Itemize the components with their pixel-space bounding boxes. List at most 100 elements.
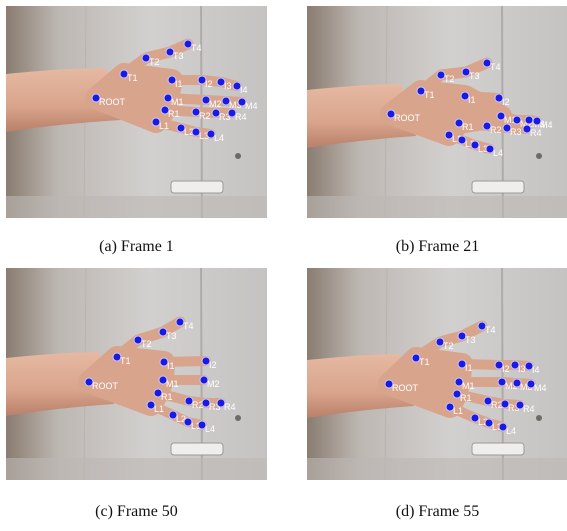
keypoint-marker <box>444 130 454 140</box>
keypoint-t3: T3 <box>158 327 177 341</box>
keypoint-marker <box>201 356 211 366</box>
frame-50-image: T4 T3 T2 T1 I1 I2 ROOT M1 M2 R1 R2 R3 R4 L1 L2 L3 L4 <box>6 268 267 480</box>
keypoint-r3: R3 <box>500 399 520 413</box>
keypoint-label: T1 <box>419 357 430 367</box>
keypoint-l1: L1 <box>146 400 164 414</box>
keypoint-label: I3 <box>224 81 232 91</box>
finger-shape <box>159 356 211 367</box>
finger-shape <box>410 320 488 364</box>
door-handle <box>170 442 224 456</box>
keypoint-marker <box>454 377 464 387</box>
keypoint-label: M1 <box>462 381 475 391</box>
keypoint-label: L3 <box>492 422 502 432</box>
keypoint-marker <box>176 123 186 133</box>
keypoint-label: T2 <box>443 341 454 351</box>
keypoint-root: ROOT <box>384 379 419 393</box>
keypoint-marker <box>91 93 101 103</box>
door-knob <box>536 415 542 421</box>
keypoint-label: I2 <box>209 360 217 370</box>
photo-svg: T4T3T2T1I1I2ROOTM1M2M3M4R1R2R3R4L1L2L3L4 <box>307 6 567 218</box>
keypoint-i2: I2 <box>201 356 217 370</box>
keypoint-marker <box>141 53 151 63</box>
keypoint-marker <box>470 413 480 423</box>
keypoint-label: T3 <box>173 51 184 61</box>
keypoint-i4: I4 <box>232 81 248 95</box>
keypoint-marker <box>515 400 525 410</box>
keypoint-t2: T2 <box>141 53 160 67</box>
forearm-shape <box>307 84 416 148</box>
finger-shape <box>111 316 186 363</box>
finger-shape <box>457 359 534 371</box>
keypoint-marker <box>496 111 506 121</box>
finger-shape <box>160 105 237 118</box>
keypoint-marker <box>184 396 194 406</box>
keypoint-i1: I1 <box>159 357 175 371</box>
keypoint-r1: R1 <box>160 105 180 119</box>
keypoint-l4: L4 <box>485 144 503 158</box>
keypoint-t1: T1 <box>112 352 131 366</box>
frame-55-image: T4 T3 T2 T1 I1 I2 I3 I4 ROOT M1 M2 M3 M4 R1 R2 R3 R4 L1 L2… <box>307 268 567 480</box>
keypoint-i1: I1 <box>167 75 183 89</box>
keypoint-marker <box>158 327 168 337</box>
door-handle <box>170 180 224 194</box>
keypoint-marker <box>160 105 170 115</box>
keypoint-r4: R4 <box>522 124 542 138</box>
keypoint-marker <box>483 396 493 406</box>
keypoint-label: I2 <box>205 79 213 89</box>
finger-shape <box>146 400 207 430</box>
keypoint-marker <box>159 357 169 367</box>
keypoint-marker <box>133 335 143 345</box>
keypoint-label: R3 <box>209 402 221 412</box>
keypoint-t1: T1 <box>411 353 430 367</box>
keypoint-label: I1 <box>167 361 175 371</box>
keypoint-label: R1 <box>462 122 474 132</box>
keypoint-m3: M3 <box>221 96 242 110</box>
keypoint-marker <box>183 39 193 49</box>
keypoint-marker <box>158 375 168 385</box>
keypoint-t4: T4 <box>482 58 501 72</box>
keypoint-l3: L3 <box>183 417 201 431</box>
keypoint-r3: R3 <box>502 123 522 137</box>
keypoint-t4: T4 <box>477 321 496 335</box>
keypoint-marker <box>436 70 446 80</box>
keypoint-marker <box>524 361 534 371</box>
keypoint-label: T3 <box>166 331 177 341</box>
keypoint-marker <box>445 402 455 412</box>
keypoint-label: T2 <box>149 57 160 67</box>
keypoint-marker <box>500 399 510 409</box>
door-bottom-panel <box>307 196 567 218</box>
keypoint-r4: R4 <box>227 108 247 122</box>
keypoint-marker <box>167 75 177 85</box>
keypoint-label: L4 <box>493 148 503 158</box>
keypoint-r1: R1 <box>452 389 472 403</box>
keypoint-t3: T3 <box>165 47 184 61</box>
keypoint-marker <box>470 140 480 150</box>
keypoint-marker <box>165 47 175 57</box>
keypoint-label: R4 <box>523 404 535 414</box>
keypoint-marker <box>84 377 94 387</box>
keypoint-label: T3 <box>465 335 476 345</box>
keypoint-label: L2 <box>478 417 488 427</box>
finger-shape <box>460 91 504 103</box>
keypoint-label: R2 <box>192 400 204 410</box>
keypoint-l4: L4 <box>498 422 516 436</box>
forearm-shape <box>6 68 121 132</box>
door-knob <box>235 415 241 421</box>
keypoint-t4: T4 <box>175 317 194 331</box>
keypoint-label: M2 <box>505 381 518 391</box>
keypoint-l1: L1 <box>445 402 463 416</box>
keypoint-label: I4 <box>240 85 248 95</box>
finger-shape <box>452 389 525 410</box>
keypoint-t1: T1 <box>119 69 138 83</box>
keypoint-label: R4 <box>235 112 247 122</box>
keypoint-label: R3 <box>508 403 520 413</box>
keypoint-label: L3 <box>478 144 488 154</box>
keypoint-label: M2 <box>520 119 533 129</box>
keypoint-label: M4 <box>245 101 258 111</box>
finger-shape <box>454 118 532 134</box>
keypoint-label: L4 <box>506 426 516 436</box>
keypoint-marker <box>416 86 426 96</box>
keypoint-marker <box>457 135 467 145</box>
keypoint-label: I1 <box>468 95 476 105</box>
keypoint-r4: R4 <box>515 400 535 414</box>
